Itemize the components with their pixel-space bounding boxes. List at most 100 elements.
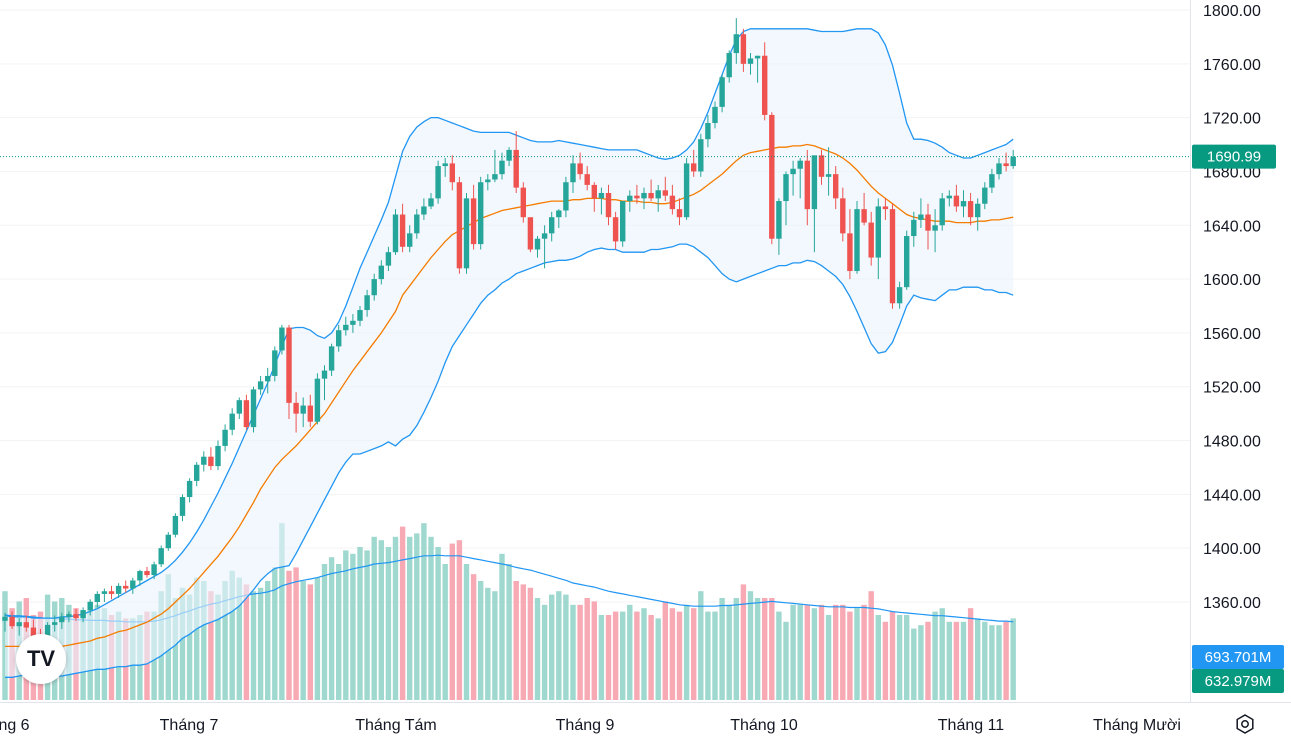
volume-bar [584, 598, 590, 700]
volume-bar [875, 615, 881, 700]
candle-body [811, 155, 818, 210]
candle-body [243, 400, 250, 428]
candle [80, 607, 86, 623]
last-price-tag [1192, 144, 1276, 169]
volume-bar [243, 584, 250, 700]
candle [975, 198, 981, 231]
volume-bar [641, 608, 647, 700]
volume-bar [861, 604, 867, 700]
candle-body [158, 548, 164, 565]
volume-ma-value: 632.979M [1205, 673, 1272, 690]
volume-bar [506, 564, 512, 700]
candle-body [754, 55, 761, 59]
candle [648, 179, 654, 202]
candle [478, 176, 484, 250]
volume-bar [925, 621, 931, 700]
volume-bar [350, 553, 356, 700]
volume-bar [790, 604, 796, 700]
settings-button[interactable] [1232, 711, 1258, 737]
volume-bar [527, 587, 534, 700]
candle [612, 211, 619, 250]
candle [762, 42, 768, 121]
candle [407, 225, 413, 253]
candle-body [229, 413, 235, 430]
candle [833, 166, 839, 210]
candle [265, 367, 271, 394]
volume-bar [612, 611, 619, 700]
candle [847, 209, 853, 280]
candle [73, 608, 79, 621]
volume-bar [776, 611, 782, 700]
candle-body [293, 402, 299, 414]
candle-body [563, 182, 569, 211]
candle [520, 182, 526, 223]
volume-bar [1010, 618, 1016, 700]
candle [747, 53, 754, 75]
candle-body [307, 405, 313, 422]
candle [506, 147, 512, 167]
candle-body [804, 160, 810, 210]
volume-bar [428, 536, 434, 700]
candle-body [59, 616, 65, 623]
candle [797, 158, 803, 199]
volume-bar [825, 615, 832, 700]
candle-body [698, 139, 704, 172]
candle [250, 386, 257, 433]
candle [1003, 152, 1009, 172]
price-tick-label: 1560.00 [1203, 326, 1261, 343]
time-axis[interactable]: ng 6 Tháng 7 Tháng Tám Tháng 9 Tháng 10 Tháng… [0, 717, 1181, 734]
volume-bar [655, 618, 661, 700]
price-axis[interactable]: 1800.00 1760.00 1720.00 1680.00 1640.00 1600.… [1203, 3, 1261, 612]
candle-body [165, 534, 171, 549]
candle-body [1010, 156, 1016, 167]
candle [442, 158, 448, 177]
candle-body [115, 585, 122, 594]
candle [208, 447, 214, 471]
candle [925, 203, 931, 250]
candle [591, 182, 597, 212]
price-tick-label: 1520.00 [1203, 380, 1261, 397]
candle [982, 182, 988, 210]
candle [194, 462, 200, 487]
candle-body [612, 217, 619, 242]
candle-body [527, 217, 534, 250]
candle-body [215, 445, 221, 467]
time-tick-label: Tháng 7 [160, 717, 219, 734]
volume-bar [904, 615, 910, 700]
candle [967, 192, 974, 226]
candle-body [847, 233, 853, 272]
volume-bar [783, 621, 789, 700]
tradingview-logo[interactable]: TV [16, 634, 66, 684]
volume-bar [222, 581, 228, 700]
candle-body [797, 160, 803, 169]
candle [144, 567, 150, 578]
candle-body [861, 209, 867, 223]
candle [243, 394, 250, 430]
volume-bar [889, 611, 896, 700]
price-tick-label: 1360.00 [1203, 595, 1261, 612]
candle-body [201, 456, 207, 465]
candle [818, 149, 825, 185]
candle [911, 211, 917, 247]
candle-body [399, 214, 406, 247]
volume-bar [378, 540, 384, 700]
band-fill [5, 28, 1014, 678]
candle [321, 365, 328, 401]
volume-bar [492, 591, 498, 700]
candle-body [499, 160, 505, 175]
candle [385, 246, 392, 272]
candle-body [236, 400, 242, 414]
volume-bar [456, 540, 463, 700]
candle-body [108, 591, 115, 594]
candle [52, 615, 58, 632]
volume-bar [541, 604, 548, 700]
volume-bar [343, 550, 349, 700]
candle [158, 545, 164, 568]
volume-bar [357, 547, 363, 700]
candle [577, 152, 583, 180]
candle-body [769, 114, 775, 239]
volume-bar [747, 591, 754, 700]
volume-bar [911, 628, 917, 700]
candle [946, 190, 952, 207]
